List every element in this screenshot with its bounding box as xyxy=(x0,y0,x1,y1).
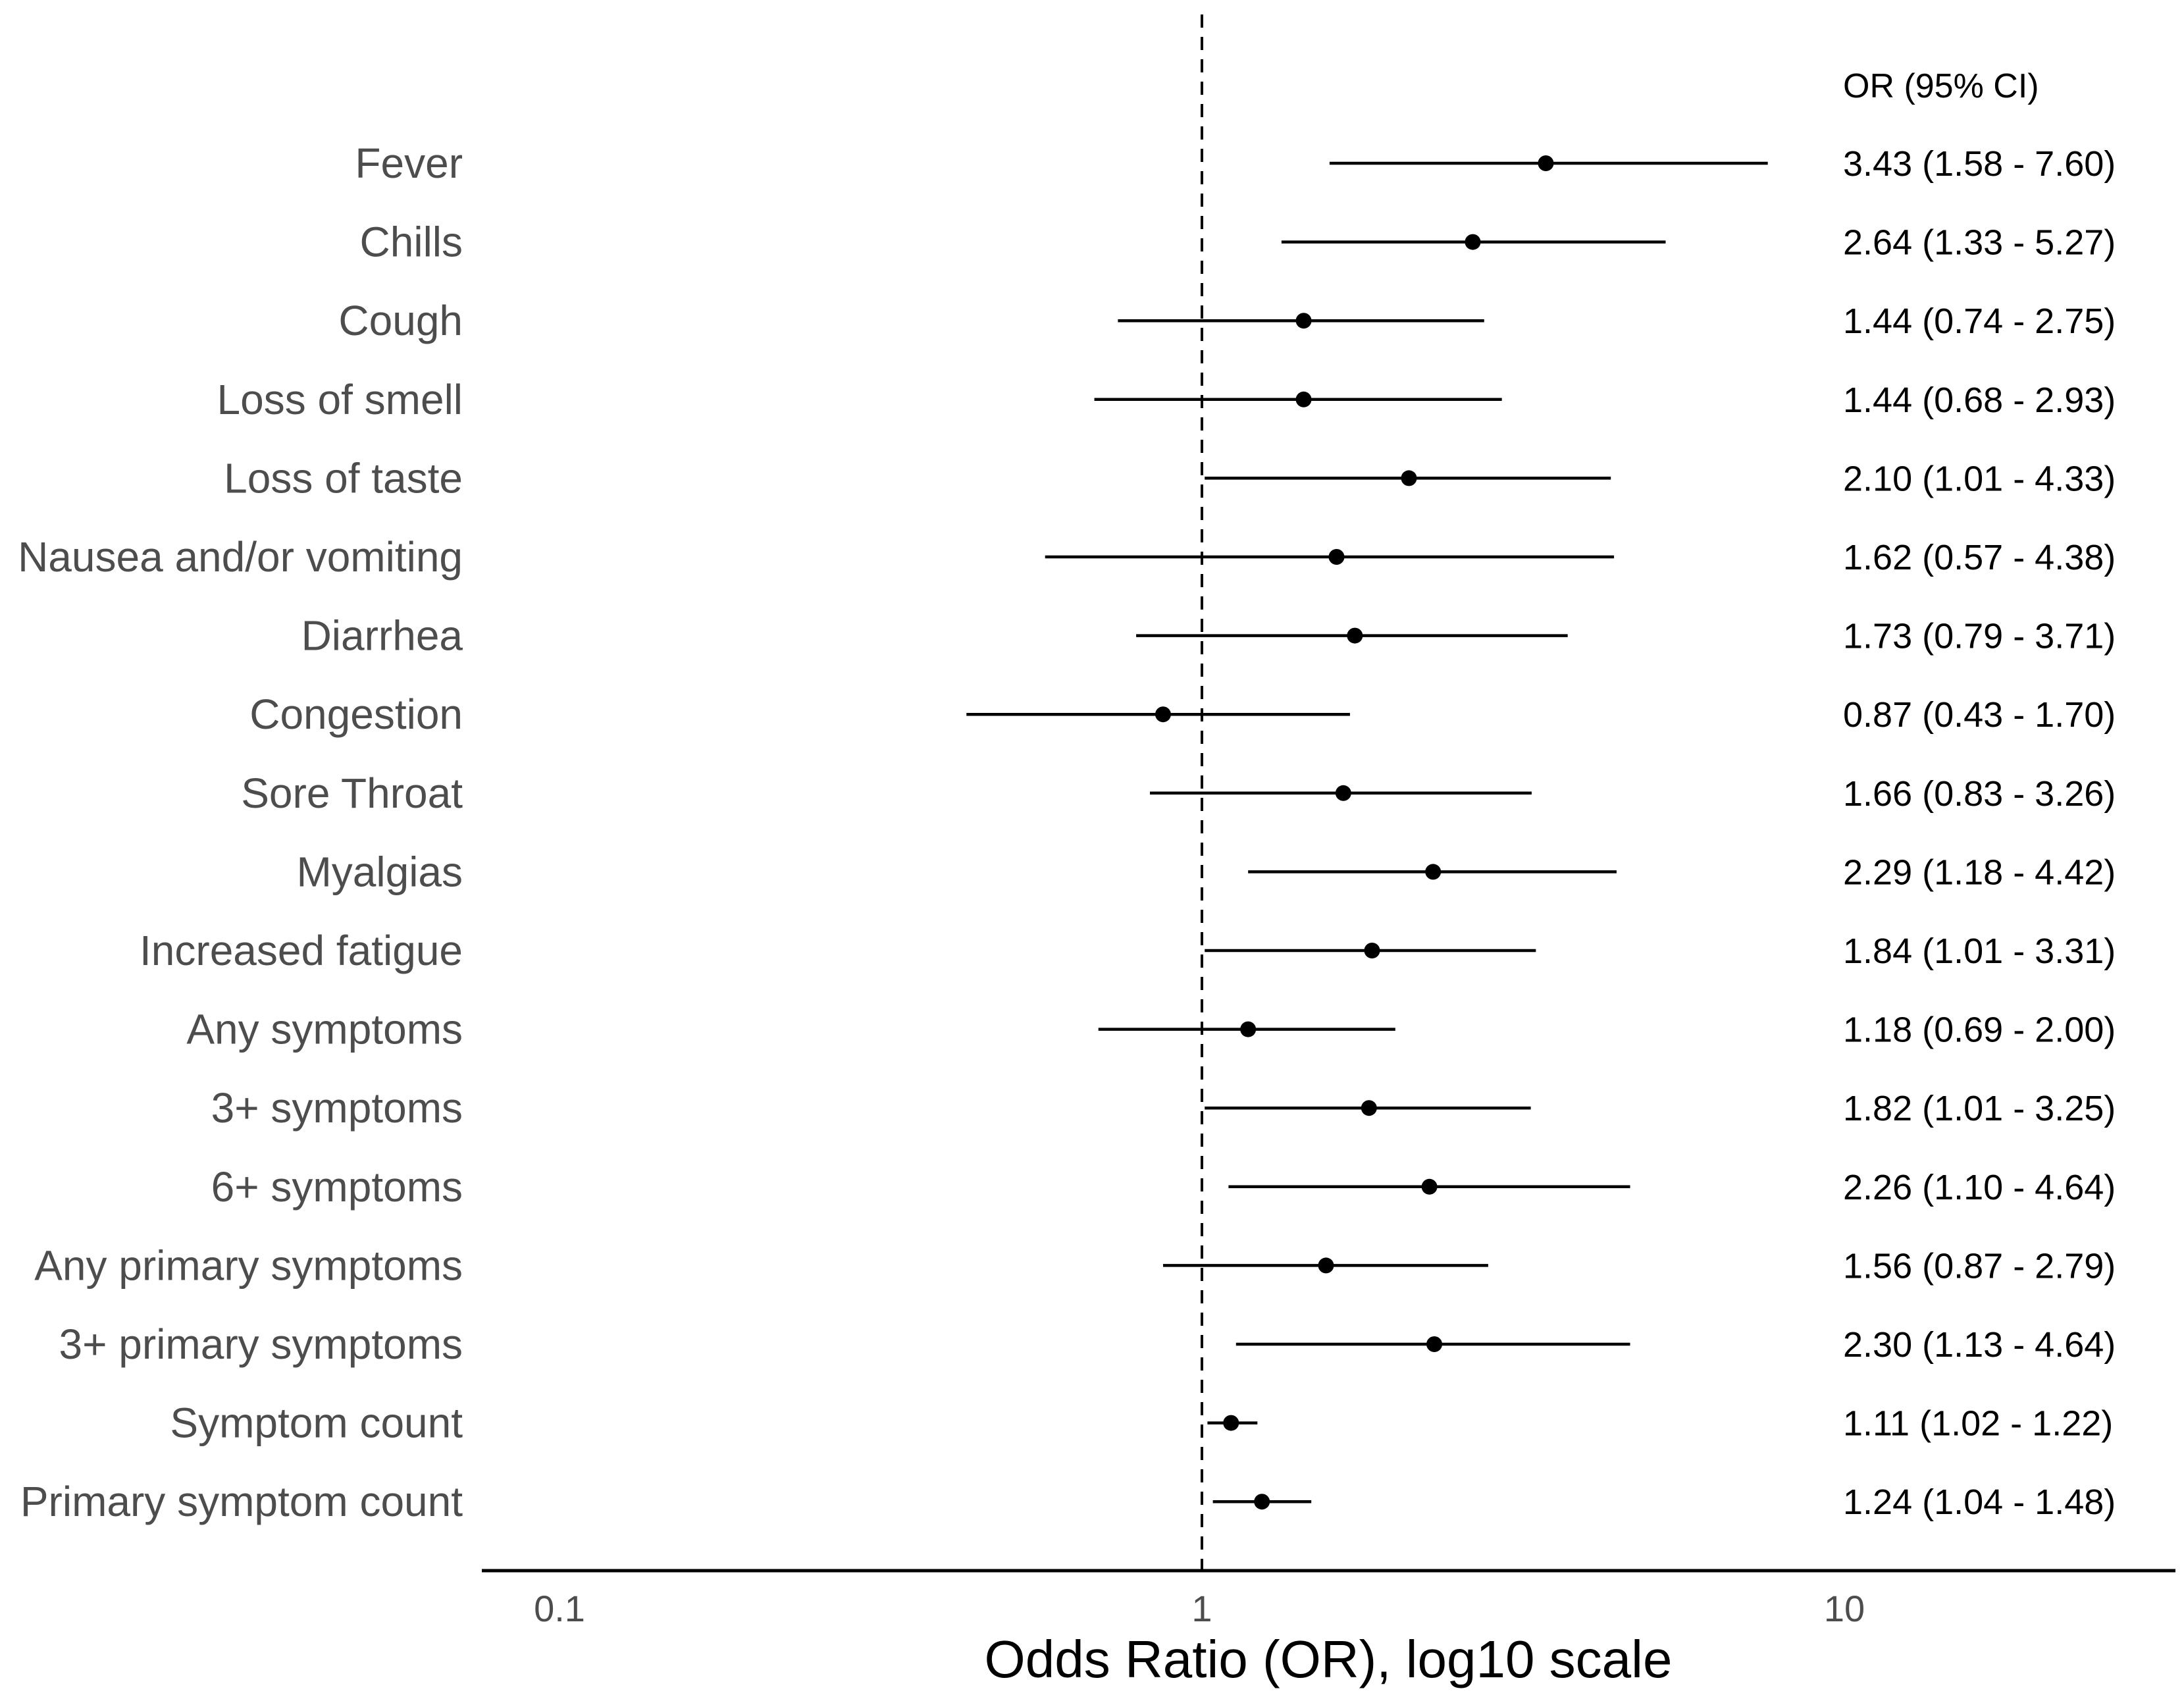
odds-ratio-point xyxy=(1347,627,1363,644)
forest-row: Loss of taste 2.10 (1.01 - 4.33) xyxy=(224,454,2116,502)
odds-ratio-point xyxy=(1328,549,1345,565)
row-label: Symptom count xyxy=(170,1399,463,1447)
row-label: Loss of taste xyxy=(224,454,463,502)
or-ci-text: 1.56 (0.87 - 2.79) xyxy=(1843,1246,2116,1286)
or-ci-text: 2.64 (1.33 - 5.27) xyxy=(1843,223,2116,263)
forest-row: Diarrhea 1.73 (0.79 - 3.71) xyxy=(301,612,2116,660)
odds-ratio-point xyxy=(1295,313,1312,329)
row-label: Any primary symptoms xyxy=(34,1242,463,1289)
or-ci-text: 3.43 (1.58 - 7.60) xyxy=(1843,144,2116,184)
x-tick-label: 10 xyxy=(1824,1588,1865,1629)
forest-row: Myalgias 2.29 (1.18 - 4.42) xyxy=(296,848,2116,895)
odds-ratio-point xyxy=(1254,1494,1270,1510)
row-label: Myalgias xyxy=(296,848,463,895)
row-label: Fever xyxy=(355,140,463,187)
or-ci-text: 1.44 (0.68 - 2.93) xyxy=(1843,380,2116,420)
forest-row: Increased fatigue 1.84 (1.01 - 3.31) xyxy=(140,927,2116,974)
or-ci-text: 2.26 (1.10 - 4.64) xyxy=(1843,1168,2116,1207)
or-ci-text: 2.30 (1.13 - 4.64) xyxy=(1843,1325,2116,1365)
odds-ratio-point xyxy=(1465,234,1481,250)
row-label: Congestion xyxy=(249,691,463,738)
or-ci-text: 1.44 (0.74 - 2.75) xyxy=(1843,301,2116,341)
row-label: Diarrhea xyxy=(301,612,463,660)
odds-ratio-point xyxy=(1425,864,1442,880)
or-ci-text: 1.84 (1.01 - 3.31) xyxy=(1843,931,2116,971)
row-label: Any symptoms xyxy=(186,1006,463,1053)
forest-row: 6+ symptoms 2.26 (1.10 - 4.64) xyxy=(211,1163,2116,1211)
odds-ratio-point xyxy=(1295,391,1312,407)
row-label: Cough xyxy=(338,297,463,344)
odds-ratio-point xyxy=(1155,706,1171,723)
odds-ratio-point xyxy=(1335,785,1351,801)
or-ci-text: 2.10 (1.01 - 4.33) xyxy=(1843,459,2116,498)
row-label: Primary symptom count xyxy=(20,1478,463,1525)
or-ci-text: 1.18 (0.69 - 2.00) xyxy=(1843,1010,2116,1050)
forest-row: Congestion 0.87 (0.43 - 1.70) xyxy=(249,691,2116,738)
row-label: Chills xyxy=(360,219,463,266)
odds-ratio-point xyxy=(1318,1257,1334,1274)
forest-row: Fever 3.43 (1.58 - 7.60) xyxy=(355,140,2116,187)
or-ci-text: 2.29 (1.18 - 4.42) xyxy=(1843,852,2116,892)
row-label: 3+ primary symptoms xyxy=(59,1320,463,1368)
row-label: 6+ symptoms xyxy=(211,1163,463,1211)
row-label: Increased fatigue xyxy=(140,927,463,974)
or-ci-text: 0.87 (0.43 - 1.70) xyxy=(1843,695,2116,735)
x-tick-label: 1 xyxy=(1191,1588,1212,1629)
or-ci-text: 1.82 (1.01 - 3.25) xyxy=(1843,1089,2116,1128)
forest-row: Any primary symptoms 1.56 (0.87 - 2.79) xyxy=(34,1242,2116,1289)
odds-ratio-point xyxy=(1364,943,1380,958)
forest-row: Primary symptom count 1.24 (1.04 - 1.48) xyxy=(20,1478,2116,1525)
forest-row: Sore Throat 1.66 (0.83 - 3.26) xyxy=(241,770,2116,817)
or-ci-text: 1.73 (0.79 - 3.71) xyxy=(1843,617,2116,656)
odds-ratio-point xyxy=(1240,1021,1257,1037)
forest-row: Cough 1.44 (0.74 - 2.75) xyxy=(338,297,2116,344)
forest-row: Chills 2.64 (1.33 - 5.27) xyxy=(360,219,2116,266)
x-axis-title: Odds Ratio (OR), log10 scale xyxy=(985,1630,1673,1688)
forest-rows: Fever 3.43 (1.58 - 7.60) Chills 2.64 (1.33 … xyxy=(18,140,2116,1525)
row-label: 3+ symptoms xyxy=(211,1084,463,1132)
odds-ratio-point xyxy=(1421,1178,1438,1195)
forest-row: 3+ primary symptoms 2.30 (1.13 - 4.64) xyxy=(59,1320,2116,1368)
or-ci-text: 1.11 (1.02 - 1.22) xyxy=(1843,1404,2113,1444)
or-ci-text: 1.24 (1.04 - 1.48) xyxy=(1843,1482,2116,1522)
x-tick-label: 0.1 xyxy=(534,1588,585,1629)
row-label: Nausea and/or vomiting xyxy=(18,533,463,581)
odds-ratio-point xyxy=(1538,155,1554,171)
forest-row: Nausea and/or vomiting 1.62 (0.57 - 4.38) xyxy=(18,533,2116,581)
forest-row: Loss of smell 1.44 (0.68 - 2.93) xyxy=(217,376,2116,423)
row-label: Loss of smell xyxy=(217,376,463,423)
ci-column-header: OR (95% CI) xyxy=(1843,67,2039,105)
forest-row: Any symptoms 1.18 (0.69 - 2.00) xyxy=(186,1006,2116,1053)
odds-ratio-point xyxy=(1401,470,1417,486)
or-ci-text: 1.62 (0.57 - 4.38) xyxy=(1843,538,2116,577)
or-ci-text: 1.66 (0.83 - 3.26) xyxy=(1843,774,2116,814)
x-axis-ticks: 0.1 1 10 xyxy=(534,1588,1865,1629)
row-label: Sore Throat xyxy=(241,770,463,817)
odds-ratio-point xyxy=(1361,1100,1377,1116)
odds-ratio-point xyxy=(1426,1336,1443,1352)
forest-row: 3+ symptoms 1.82 (1.01 - 3.25) xyxy=(211,1084,2116,1132)
forest-row: Symptom count 1.11 (1.02 - 1.22) xyxy=(170,1399,2113,1447)
odds-ratio-point xyxy=(1223,1415,1239,1431)
